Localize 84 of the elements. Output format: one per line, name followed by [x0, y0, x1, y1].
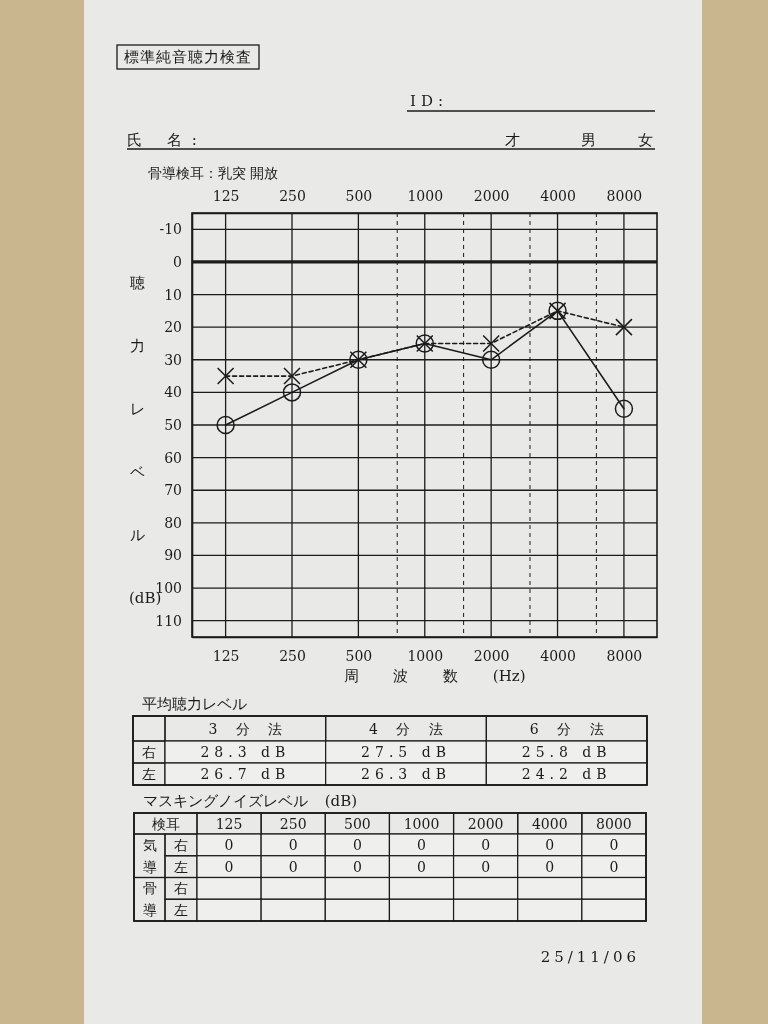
y-tick-label: 左 — [174, 902, 188, 919]
x-tick-label: 500 — [345, 188, 373, 204]
data-label: 25.8 dB — [521, 744, 612, 760]
x-tick-label: 125 — [212, 188, 240, 204]
x-tick-label: 6 分 法 — [529, 720, 604, 737]
x-tick-label: 8000 — [596, 815, 632, 832]
data-label: 0 — [352, 858, 362, 875]
point — [282, 383, 302, 402]
y-tick-label: 右 — [142, 744, 156, 760]
y-tick-label: 0 — [173, 253, 182, 270]
y-tick-label: -10 — [159, 221, 182, 238]
category-label: 4000 — [540, 647, 576, 664]
point — [216, 415, 235, 435]
data-label: 0 — [224, 858, 234, 875]
y-tick-label: 70 — [164, 482, 182, 499]
data-label: 0 — [288, 836, 298, 853]
text: 氏 名: — [127, 131, 207, 149]
chart-title: マスキングノイズレベル (dB) — [143, 792, 358, 810]
x-tick-label: 250 — [279, 188, 306, 204]
text: 男 — [580, 131, 596, 149]
category-label: 8000 — [606, 647, 643, 664]
data-label: 0 — [609, 858, 619, 875]
y-tick-label: 20 — [164, 319, 182, 336]
y-tick-label: 左 — [142, 766, 156, 782]
data-label: 24.2 dB — [521, 766, 612, 782]
y-tick-label: 60 — [164, 449, 182, 466]
x-axis-title: 周 波 数 (Hz) — [343, 667, 526, 685]
data-label: 0 — [545, 858, 555, 875]
data-label: 27.5 dB — [361, 744, 451, 760]
category-label: 125 — [212, 647, 240, 664]
text: 気導 — [142, 836, 157, 875]
y-tick-label: 90 — [164, 547, 182, 564]
x-tick-label: 2000 — [467, 815, 504, 832]
data-label: 0 — [224, 836, 234, 853]
y-tick-label: 右 — [174, 836, 188, 853]
data-label: 0 — [288, 858, 298, 875]
y-tick-label: 40 — [164, 384, 182, 401]
y-tick-label: 110 — [155, 612, 182, 629]
text: 骨導 — [142, 880, 157, 919]
chart-title: 標準純音聴力検査 — [124, 48, 252, 66]
data-label: 0 — [417, 858, 426, 875]
x-tick-label: 8000 — [606, 188, 643, 204]
x-tick-label: 3 分 法 — [208, 720, 283, 737]
y-tick-label: 左 — [174, 858, 188, 875]
text: 骨導検耳：乳突 開放 — [148, 165, 279, 181]
category-label: 1000 — [407, 647, 444, 664]
x-tick-label: 125 — [215, 815, 243, 832]
data-label: 0 — [481, 858, 491, 875]
data-label: 0 — [481, 836, 491, 853]
data-label: 0 — [545, 836, 555, 853]
y-tick-label: 右 — [174, 880, 188, 897]
x-tick-label: 1000 — [407, 188, 444, 204]
category-label: 500 — [345, 647, 373, 664]
y-tick-label: 10 — [164, 286, 182, 303]
x-tick-label: 1000 — [403, 815, 440, 832]
x-tick-label: 4000 — [540, 188, 576, 204]
y-tick-label: 30 — [164, 351, 182, 368]
x-tick-label: 4 分 法 — [369, 720, 443, 737]
data-label: 0 — [417, 836, 426, 853]
point — [481, 350, 501, 370]
text: 女 — [637, 131, 653, 149]
text: 才 — [504, 131, 520, 149]
point — [283, 367, 301, 385]
data-label: 26.3 dB — [361, 766, 451, 782]
text: 検耳 — [151, 815, 180, 832]
x-tick-label: 250 — [279, 815, 307, 832]
x-tick-label: 2000 — [473, 188, 510, 204]
text: ID: — [410, 92, 449, 110]
category-label: 250 — [279, 647, 306, 664]
point — [615, 318, 633, 336]
text: 25/11/06 — [540, 948, 640, 966]
data-label: 0 — [352, 836, 362, 853]
data-label: 26.7 dB — [200, 766, 291, 782]
point — [614, 399, 634, 418]
x-tick-label: 4000 — [531, 815, 568, 832]
chart-title: 平均聴力レベル — [142, 695, 247, 713]
point — [216, 367, 235, 385]
data-label: 28.3 dB — [200, 744, 291, 760]
data-label: 0 — [609, 836, 619, 853]
category-label: 2000 — [473, 647, 510, 664]
x-tick-label: 500 — [343, 815, 371, 832]
y-tick-label: 50 — [164, 416, 182, 433]
point — [482, 334, 500, 353]
y-tick-label: 80 — [164, 514, 182, 531]
